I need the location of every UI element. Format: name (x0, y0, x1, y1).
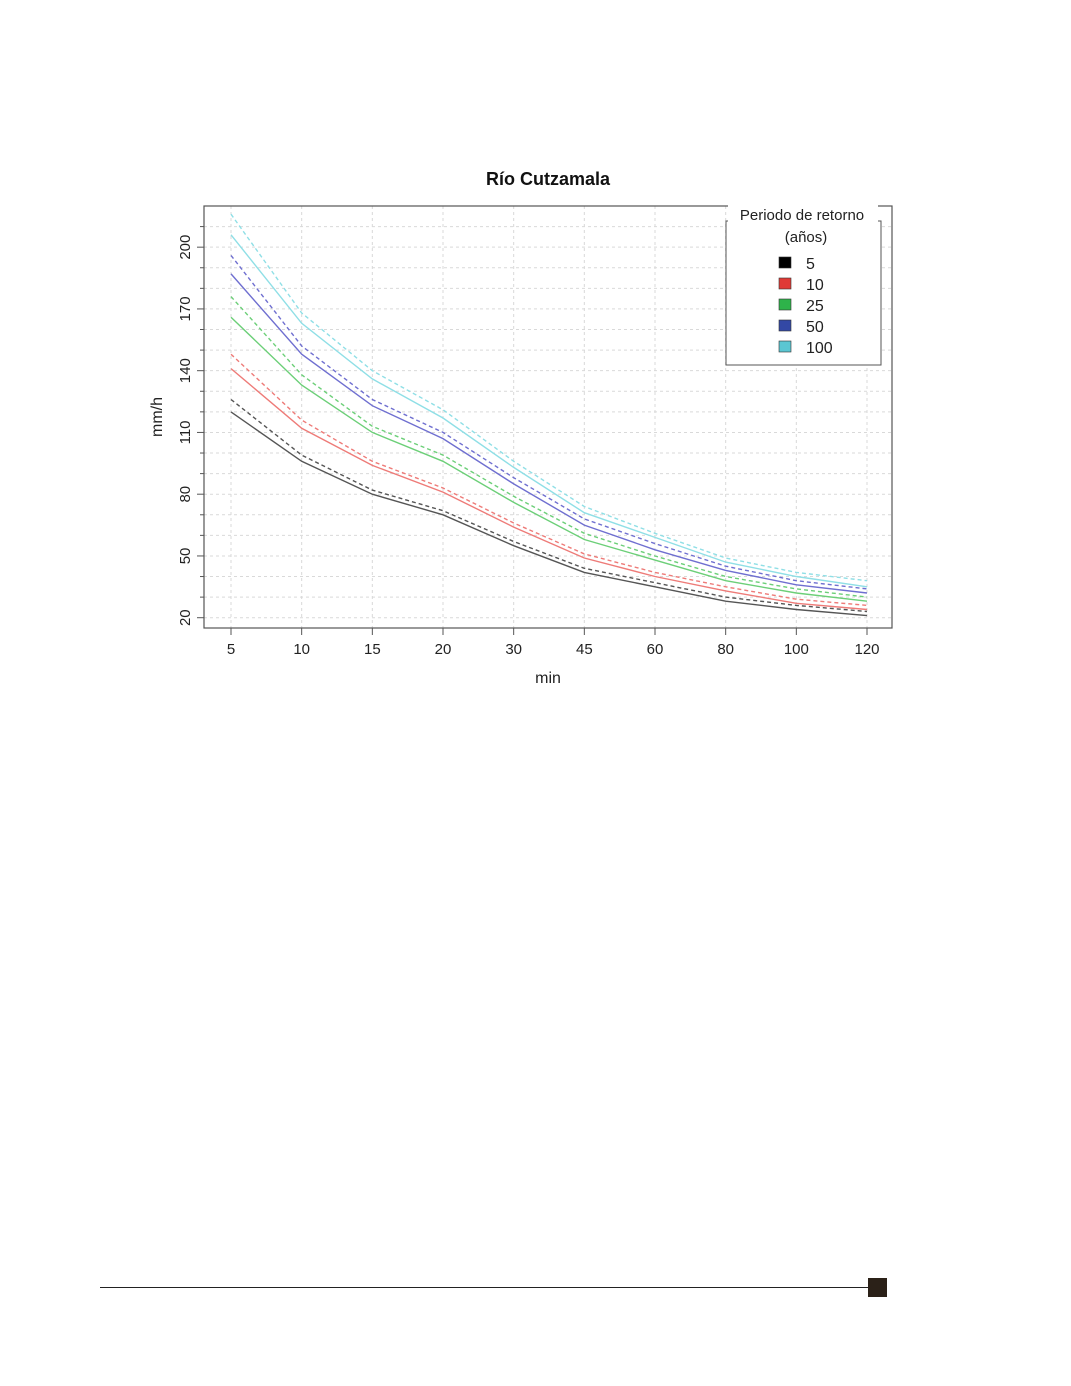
x-tick-label-120: 120 (854, 641, 879, 658)
x-tick-label-10: 10 (293, 641, 310, 658)
series-line-50-solid (230, 273, 868, 594)
legend-swatch-50 (778, 319, 792, 332)
x-tick-label-60: 60 (647, 641, 664, 658)
x-axis: 5 10 15 20 30 45 60 80 100 120 (227, 628, 880, 658)
y-tick-label-20: 20 (177, 609, 194, 626)
x-tick-label-45: 45 (576, 641, 593, 658)
x-tick-label-5: 5 (227, 641, 235, 658)
series-line-25-solid (230, 316, 868, 602)
legend-swatch-10 (778, 277, 792, 290)
y-axis-label: mm/h (149, 397, 166, 437)
legend-label-50: 50 (806, 319, 824, 336)
series-line-50-dashed (230, 254, 868, 590)
footer-rule (100, 1287, 870, 1288)
series-line-5-dashed (230, 398, 868, 613)
footer-page-marker (868, 1278, 887, 1297)
x-tick-label-100: 100 (784, 641, 809, 658)
legend-label-10: 10 (806, 277, 824, 294)
series-lines (230, 213, 868, 617)
legend-title-line1: Periodo de retorno (740, 207, 864, 224)
y-tick-label-140: 140 (177, 358, 194, 383)
y-tick-label-80: 80 (177, 486, 194, 503)
legend: Periodo de retorno (años) 5 10 25 50 100 (725, 205, 882, 366)
legend-label-25: 25 (806, 298, 824, 315)
x-tick-label-20: 20 (435, 641, 452, 658)
y-axis: 20 50 80 110 140 170 200 (177, 226, 204, 626)
legend-swatch-5 (778, 256, 792, 269)
grid (204, 206, 892, 628)
legend-entries: 5 10 25 50 100 (778, 256, 833, 357)
y-tick-label-170: 170 (177, 296, 194, 321)
legend-title-line2: (años) (785, 229, 828, 246)
chart-title: Río Cutzamala (486, 169, 611, 189)
x-axis-label: min (535, 670, 561, 687)
series-line-100-solid (230, 234, 868, 588)
legend-title-backdrop (728, 205, 878, 223)
series-line-5-solid (230, 411, 868, 617)
legend-swatch-100 (778, 340, 792, 353)
x-tick-label-30: 30 (505, 641, 522, 658)
y-tick-label-110: 110 (177, 420, 194, 444)
series-line-100-dashed (230, 213, 868, 582)
legend-label-100: 100 (806, 340, 833, 357)
y-tick-label-200: 200 (177, 235, 194, 260)
legend-label-5: 5 (806, 256, 815, 273)
y-tick-label-50: 50 (177, 548, 194, 565)
series-line-10-dashed (230, 353, 868, 607)
series-line-25-dashed (230, 296, 868, 598)
series-line-10-solid (230, 368, 868, 611)
x-tick-label-15: 15 (364, 641, 381, 658)
x-tick-label-80: 80 (717, 641, 734, 658)
legend-swatch-25 (778, 298, 792, 311)
plot-frame (203, 205, 893, 629)
